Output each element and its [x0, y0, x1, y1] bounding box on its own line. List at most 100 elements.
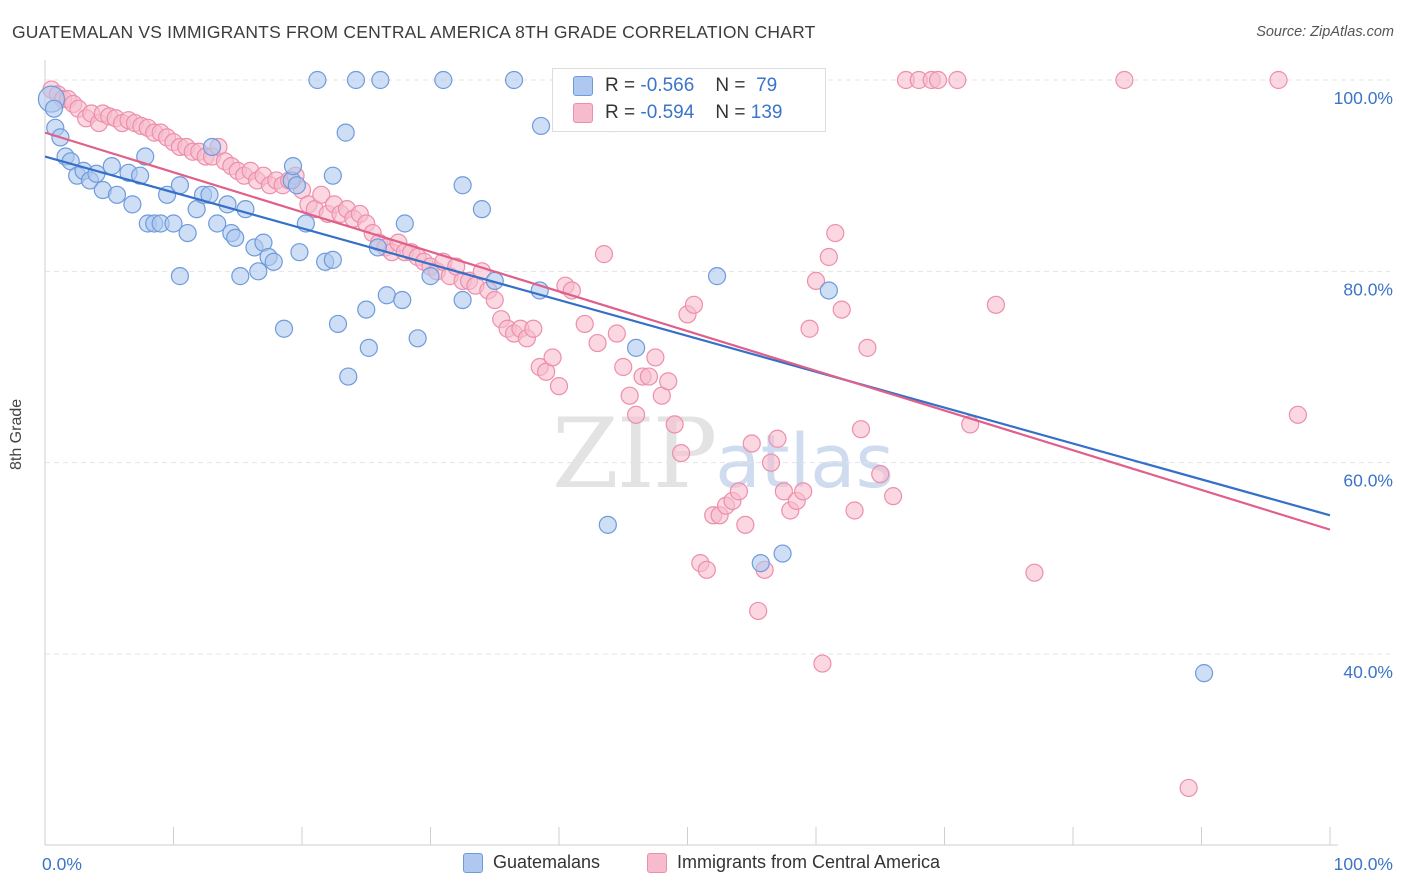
- bottom-legend-guatemalans: Guatemalans: [463, 852, 601, 874]
- point-guatemalans: [336, 123, 355, 142]
- point-immigrants: [794, 482, 813, 501]
- point-immigrants: [928, 70, 948, 90]
- point-guatemalans: [44, 99, 64, 118]
- point-guatemalans: [346, 70, 366, 90]
- point-guatemalans: [773, 544, 792, 563]
- legend-r-label: R =: [605, 102, 636, 123]
- point-guatemalans: [371, 70, 390, 90]
- point-immigrants: [1115, 70, 1134, 90]
- legend-swatch-pink: [573, 102, 593, 123]
- point-immigrants: [1288, 405, 1307, 424]
- point-guatemalans: [308, 70, 327, 90]
- legend-n-value: 139: [750, 102, 783, 123]
- legend-row-guatemalans: R = -0.566 N = 79: [573, 75, 777, 99]
- bottom-swatch-blue: [463, 853, 483, 874]
- point-guatemalans: [626, 338, 646, 357]
- point-guatemalans: [395, 214, 414, 233]
- point-immigrants: [800, 319, 819, 338]
- point-immigrants: [588, 333, 607, 353]
- x-tick-label-end: 100.0%: [1334, 854, 1393, 874]
- tick-labels: 40.0% 60.0% 80.0% 100.0% 0.0% 100.0%: [42, 88, 1393, 874]
- y-tick-label: 60.0%: [1343, 471, 1393, 491]
- point-guatemalans: [408, 329, 427, 348]
- point-immigrants: [729, 482, 749, 501]
- point-immigrants: [883, 487, 903, 506]
- point-guatemalans: [359, 338, 378, 357]
- point-immigrants: [826, 223, 845, 243]
- point-immigrants: [1179, 778, 1198, 798]
- point-guatemalans: [421, 267, 440, 286]
- point-guatemalans: [339, 367, 358, 386]
- point-guatemalans: [178, 223, 197, 243]
- point-immigrants: [1269, 70, 1288, 90]
- bottom-swatch-pink: [647, 853, 667, 874]
- point-guatemalans: [264, 252, 283, 271]
- point-immigrants: [543, 348, 562, 367]
- point-immigrants: [626, 405, 646, 424]
- point-guatemalans: [328, 314, 348, 334]
- legend-n-value: 79: [756, 75, 778, 96]
- stats-legend: R = -0.566 N = 79 R = -0.594 N = 139: [552, 68, 826, 132]
- point-immigrants: [813, 654, 832, 673]
- y-tick-label: 100.0%: [1334, 88, 1393, 108]
- legend-r-label: R =: [605, 75, 636, 96]
- point-guatemalans: [274, 319, 294, 338]
- point-guatemalans: [453, 290, 472, 310]
- point-immigrants: [858, 338, 877, 357]
- legend-row-immigrants: R = -0.594 N = 139: [573, 102, 782, 126]
- point-guatemalans: [123, 195, 142, 214]
- source-note: Source: ZipAtlas.com: [1256, 24, 1394, 40]
- point-immigrants: [639, 367, 659, 386]
- point-guatemalans: [819, 281, 838, 300]
- point-immigrants: [671, 444, 691, 463]
- legend-r-value: -0.594: [640, 102, 695, 123]
- point-immigrants: [312, 185, 331, 204]
- bottom-legend-label: Guatemalans: [493, 852, 601, 872]
- point-immigrants: [549, 377, 569, 396]
- point-guatemalans: [504, 70, 524, 90]
- point-guatemalans: [164, 214, 183, 233]
- point-immigrants: [742, 434, 761, 453]
- point-immigrants: [684, 295, 704, 314]
- point-immigrants: [819, 247, 838, 267]
- point-immigrants: [749, 601, 768, 621]
- chart-title: GUATEMALAN VS IMMIGRANTS FROM CENTRAL AM…: [12, 22, 816, 42]
- point-guatemalans: [377, 286, 396, 305]
- bottom-legend-label: Immigrants from Central America: [677, 852, 941, 872]
- point-immigrants: [851, 420, 871, 439]
- point-immigrants: [485, 290, 504, 310]
- legend-n-label: N =: [715, 102, 746, 123]
- point-guatemalans: [751, 554, 770, 573]
- legend-r-value: -0.566: [640, 75, 695, 96]
- point-immigrants: [948, 70, 967, 90]
- axes: [44, 60, 1338, 846]
- point-guatemalans: [136, 147, 155, 166]
- point-immigrants: [659, 372, 678, 391]
- point-immigrants: [620, 386, 639, 405]
- y-tick-label: 40.0%: [1343, 662, 1393, 682]
- point-guatemalans: [87, 164, 106, 183]
- point-guatemalans: [208, 214, 227, 233]
- point-guatemalans: [393, 290, 412, 310]
- point-guatemalans: [323, 166, 342, 185]
- point-immigrants: [774, 482, 793, 501]
- point-guatemalans: [1194, 664, 1214, 683]
- point-guatemalans: [357, 300, 376, 319]
- trend-lines: [44, 131, 1331, 531]
- point-immigrants: [871, 465, 890, 484]
- point-guatemalans: [107, 185, 127, 204]
- point-guatemalans: [290, 243, 309, 262]
- trend-line-guatemalans: [44, 155, 1331, 517]
- point-immigrants: [806, 271, 826, 290]
- point-immigrants: [646, 348, 665, 367]
- point-immigrants: [697, 560, 716, 579]
- data-points: [37, 70, 1307, 798]
- point-guatemalans: [170, 267, 190, 286]
- bottom-legend-immigrants: Immigrants from Central America: [647, 852, 941, 874]
- point-immigrants: [761, 453, 781, 472]
- point-guatemalans: [231, 267, 250, 286]
- trend-line-immigrants: [44, 131, 1331, 531]
- point-guatemalans: [283, 157, 303, 176]
- point-guatemalans: [170, 176, 190, 195]
